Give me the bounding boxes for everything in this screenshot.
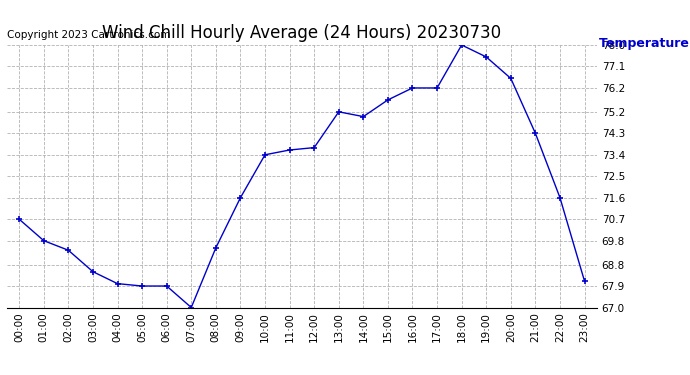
Title: Wind Chill Hourly Average (24 Hours) 20230730: Wind Chill Hourly Average (24 Hours) 202… bbox=[102, 24, 502, 42]
Text: Copyright 2023 Cartronics.com: Copyright 2023 Cartronics.com bbox=[7, 30, 170, 40]
Text: Temperature (°F): Temperature (°F) bbox=[599, 38, 690, 51]
